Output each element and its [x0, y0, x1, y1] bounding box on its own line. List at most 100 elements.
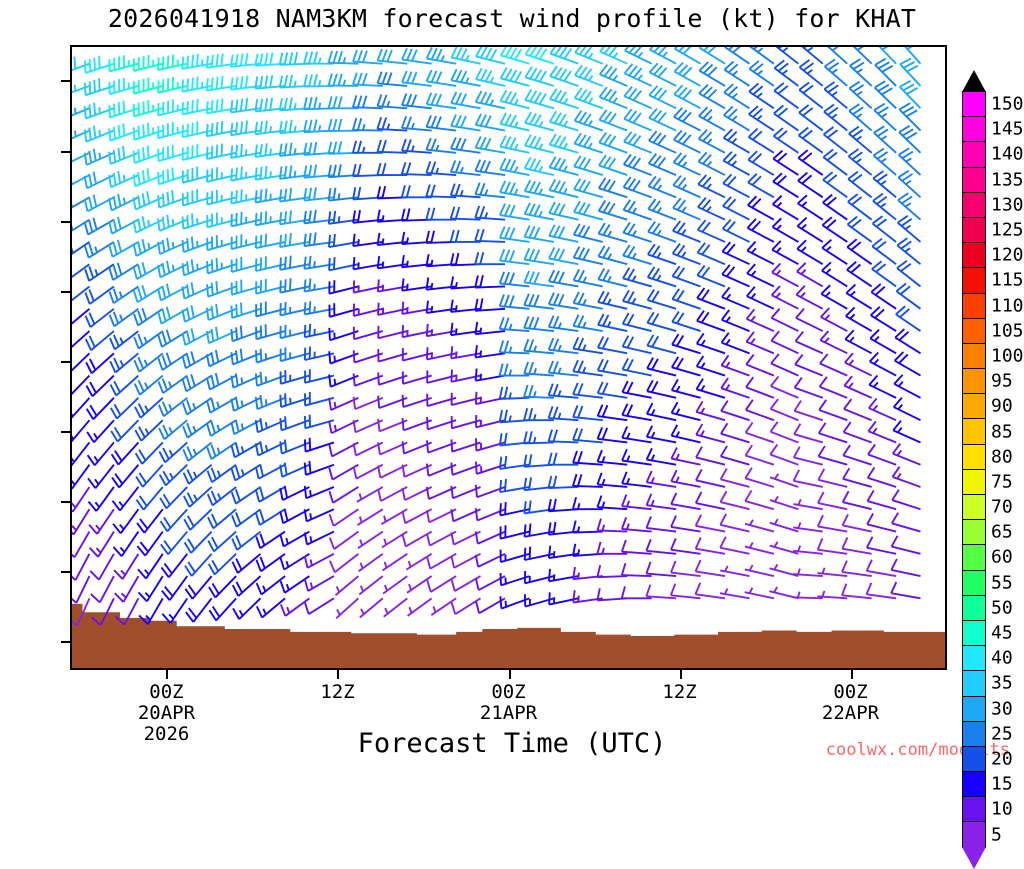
wind-barb — [873, 171, 896, 197]
wind-barb — [550, 66, 578, 86]
wind-barb — [257, 576, 285, 594]
wind-barb — [698, 243, 725, 264]
colorbar-tick-label: 85 — [991, 421, 1013, 442]
wind-barb — [115, 598, 138, 624]
wind-barb — [160, 509, 187, 531]
wind-barb — [845, 330, 871, 353]
wind-barb — [359, 576, 382, 594]
wind-barb — [648, 267, 676, 287]
wind-barb — [136, 442, 163, 463]
wind-barb — [749, 61, 773, 86]
wind-barb — [873, 194, 896, 220]
y-tick-mark — [61, 361, 70, 363]
wind-barb — [208, 532, 236, 552]
wind-barb — [892, 490, 920, 509]
wind-barb — [820, 354, 847, 376]
wind-barb — [208, 509, 236, 528]
wind-barb — [868, 467, 896, 487]
wind-barb — [526, 47, 554, 64]
wind-barb — [162, 598, 187, 623]
wind-barb — [770, 542, 799, 554]
wind-barb — [893, 444, 921, 465]
wind-barb — [112, 465, 138, 488]
wind-barb — [844, 399, 872, 420]
colorbar-cell: 145 — [962, 116, 986, 142]
colorbar-tick-label: 35 — [991, 673, 1013, 694]
wind-barb — [624, 132, 652, 153]
wind-barb — [136, 465, 163, 487]
colorbar-tick-label: 130 — [991, 194, 1024, 215]
wind-barb — [875, 81, 897, 108]
wind-barb — [874, 104, 896, 131]
wind-barb — [818, 446, 847, 465]
wind-barb — [72, 487, 89, 512]
wind-barb — [625, 64, 652, 86]
wind-barb — [110, 353, 138, 372]
colorbar-cell: 60 — [962, 544, 986, 570]
colorbar-cap-top — [962, 70, 986, 92]
wind-barb — [793, 592, 823, 599]
wind-barb — [745, 490, 774, 509]
wind-barb — [161, 554, 187, 577]
wind-barb — [720, 537, 749, 554]
colorbar-cell: 10 — [962, 796, 986, 822]
wind-barb — [624, 87, 651, 109]
wind-barb — [773, 196, 799, 220]
x-tick-line: 22APR — [822, 703, 879, 724]
x-tick-mark — [680, 670, 682, 679]
colorbar-tick-label: 115 — [991, 270, 1024, 291]
wind-barb — [823, 150, 847, 176]
colorbar-cell: 85 — [962, 418, 986, 444]
wind-barb — [599, 110, 627, 131]
wind-barb — [849, 127, 872, 153]
colorbar-tick-label: 120 — [991, 245, 1024, 266]
wind-barb — [72, 442, 89, 465]
wind-barb — [770, 519, 799, 532]
wind-barb — [725, 47, 750, 64]
x-tick-mark — [337, 670, 339, 679]
wind-barb — [525, 67, 554, 86]
wind-barb — [185, 532, 212, 553]
wind-barb — [208, 487, 236, 505]
wind-barb — [86, 353, 114, 373]
x-tick-mark — [851, 670, 853, 679]
wind-barb — [874, 126, 896, 153]
wind-barb — [822, 217, 847, 242]
wind-barb — [232, 487, 261, 504]
colorbar-cell: 40 — [962, 645, 986, 671]
wind-barb — [700, 47, 725, 64]
colorbar-cell: 130 — [962, 192, 986, 218]
wind-barb — [209, 598, 236, 620]
wind-barb — [330, 509, 359, 526]
wind-barb — [749, 83, 774, 108]
wind-barb — [774, 83, 798, 108]
wind-barb — [745, 588, 774, 599]
wind-barb — [90, 532, 114, 557]
wind-barb — [724, 84, 749, 108]
wind-barb — [720, 566, 749, 576]
wind-barb — [674, 85, 700, 108]
wind-barb — [185, 576, 211, 599]
colorbar-cell: 150 — [962, 91, 986, 117]
colorbar-cell: 140 — [962, 141, 986, 167]
wind-barb — [672, 357, 701, 376]
x-tick-label: 12Z — [662, 682, 696, 703]
wind-barb — [721, 446, 750, 465]
wind-barb — [746, 355, 774, 376]
wind-barb — [898, 171, 920, 198]
x-tick-mark — [509, 670, 511, 679]
colorbar-tick-label: 135 — [991, 169, 1024, 190]
wind-barb — [111, 398, 139, 419]
wind-barb — [89, 487, 114, 511]
colorbar-tick-label: 30 — [991, 698, 1013, 719]
wind-barb — [674, 108, 701, 131]
wind-barb — [892, 536, 921, 554]
wind-barb — [135, 420, 162, 441]
wind-barb — [771, 309, 798, 331]
wind-barb — [898, 193, 920, 220]
wind-barb — [823, 172, 847, 197]
wind-barb — [849, 104, 871, 131]
wind-barb — [134, 353, 162, 371]
wind-barb — [87, 398, 114, 419]
